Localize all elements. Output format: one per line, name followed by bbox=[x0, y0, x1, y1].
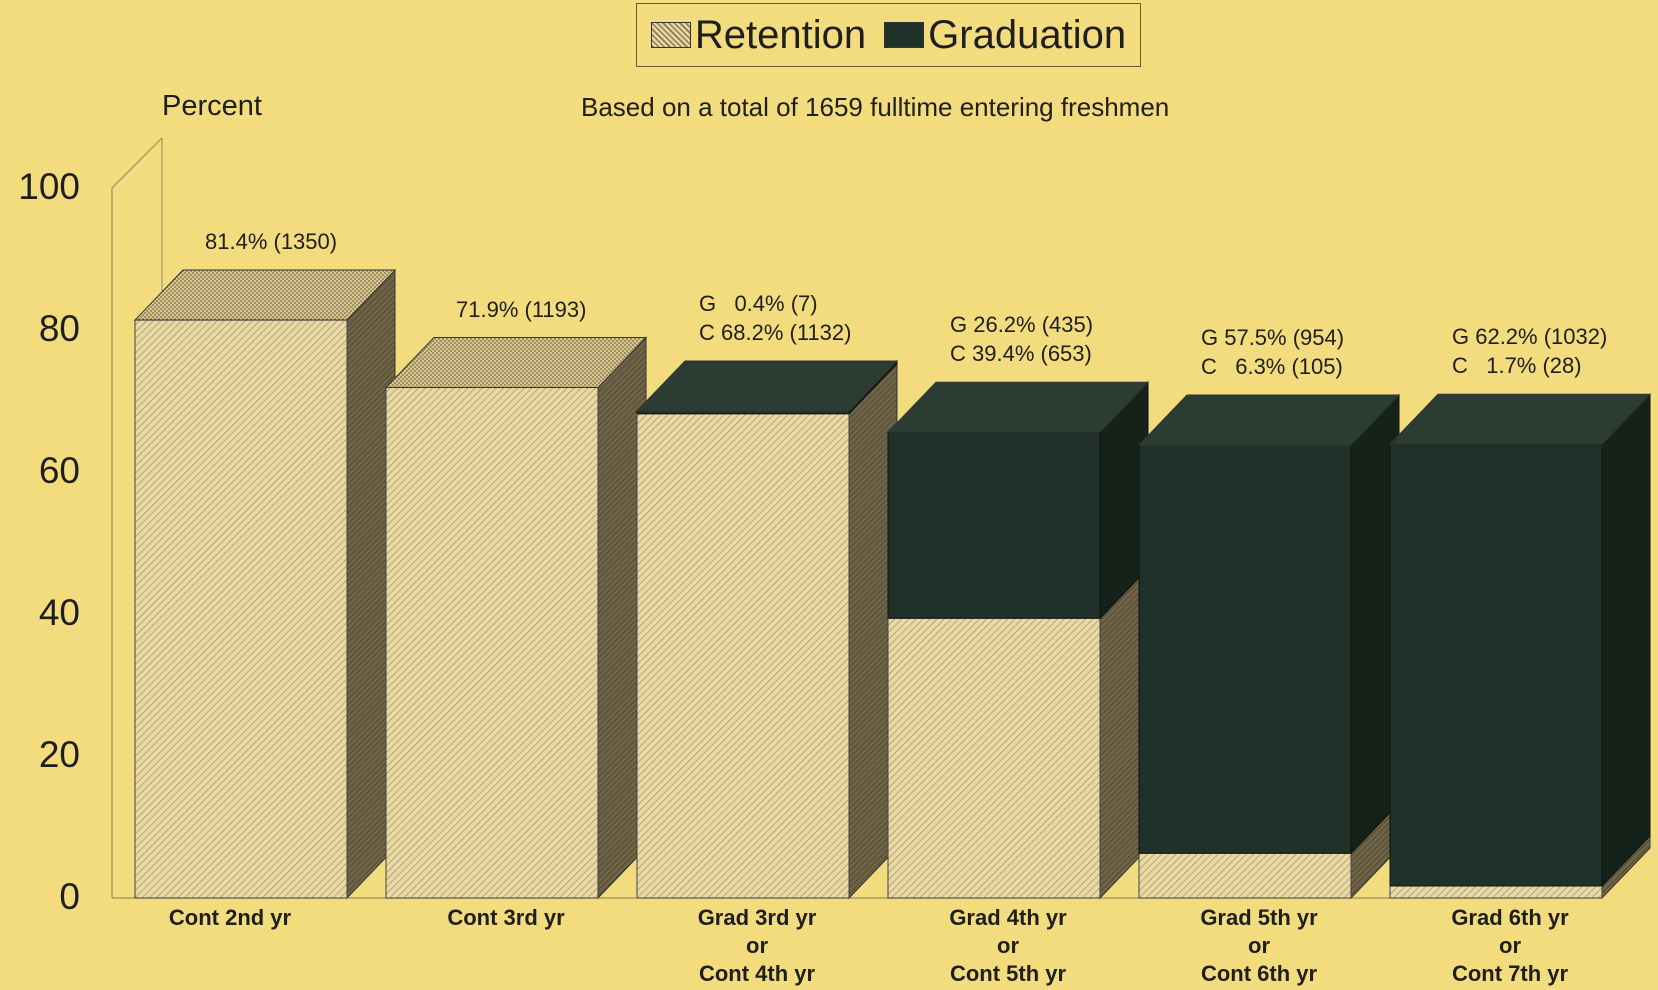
data-label: G 57.5% (954) bbox=[1201, 325, 1345, 351]
chart-subtitle: Based on a total of 1659 fulltime enteri… bbox=[581, 92, 1170, 122]
y-tick-label: 60 bbox=[38, 450, 80, 491]
bar-4-top bbox=[886, 381, 1150, 433]
category-label: Grad 5th yr bbox=[1200, 905, 1318, 930]
category-label: or bbox=[1248, 933, 1270, 958]
bar-4-graduation bbox=[887, 431, 1101, 619]
bar-1-top bbox=[133, 269, 397, 321]
y-tick-label: 20 bbox=[38, 734, 80, 775]
y-axis-label: Percent bbox=[162, 90, 262, 122]
legend-item-graduation: Graduation bbox=[884, 13, 1126, 58]
bar-3-top bbox=[635, 360, 899, 412]
bar-5-graduation bbox=[1138, 444, 1352, 854]
bar-4-retention bbox=[887, 617, 1101, 899]
bar-3-retention bbox=[636, 413, 850, 899]
data-label: C 39.4% (653) bbox=[950, 341, 1092, 367]
y-tick-label: 0 bbox=[59, 876, 80, 917]
category-label: Cont 7th yr bbox=[1451, 961, 1569, 986]
bar-5-top bbox=[1137, 394, 1401, 446]
legend-label-graduation: Graduation bbox=[928, 12, 1127, 57]
legend-swatch-graduation bbox=[884, 22, 925, 48]
bar-5-retention bbox=[1138, 852, 1352, 899]
bar-2-top bbox=[384, 337, 648, 389]
bar-6-graduation-side bbox=[1601, 393, 1651, 888]
category-label: Cont 2nd yr bbox=[168, 905, 292, 930]
legend-label-retention: Retention bbox=[694, 12, 867, 57]
category-label: or bbox=[1499, 933, 1521, 958]
legend: Retention Graduation bbox=[636, 3, 1141, 67]
bars bbox=[133, 268, 1652, 900]
category-label: Cont 5th yr bbox=[949, 961, 1067, 986]
data-label: G 0.4% (7) bbox=[699, 290, 818, 316]
bar-1-retention bbox=[134, 319, 348, 899]
bar-6-top bbox=[1388, 393, 1652, 445]
bar-6-retention bbox=[1389, 885, 1603, 899]
data-label: G 26.2% (435) bbox=[950, 312, 1094, 338]
category-label: Grad 3rd yr bbox=[697, 905, 817, 930]
bar-2-retention bbox=[385, 387, 599, 899]
legend-swatch-retention bbox=[650, 22, 691, 48]
data-label: C 1.7% (28) bbox=[1452, 353, 1582, 379]
category-label: Cont 3rd yr bbox=[447, 905, 565, 930]
y-tick-label: 100 bbox=[18, 166, 80, 207]
category-label: Grad 6th yr bbox=[1451, 905, 1569, 930]
category-label: Cont 6th yr bbox=[1200, 961, 1318, 986]
category-label: or bbox=[746, 933, 768, 958]
data-label: 81.4% (1350) bbox=[205, 229, 338, 255]
data-label: C 6.3% (105) bbox=[1201, 354, 1343, 380]
bar-6-graduation bbox=[1389, 443, 1603, 887]
y-tick-label: 80 bbox=[38, 308, 80, 349]
category-label: Grad 4th yr bbox=[949, 905, 1067, 930]
data-label: 71.9% (1193) bbox=[456, 296, 587, 322]
category-label: Cont 4th yr bbox=[698, 961, 816, 986]
data-label: G 62.2% (1032) bbox=[1452, 324, 1608, 350]
data-label: C 68.2% (1132) bbox=[699, 319, 852, 345]
back-wall-line bbox=[111, 137, 163, 898]
y-tick-label: 40 bbox=[38, 592, 80, 633]
legend-item-retention: Retention bbox=[650, 12, 867, 58]
category-label: or bbox=[997, 933, 1019, 958]
